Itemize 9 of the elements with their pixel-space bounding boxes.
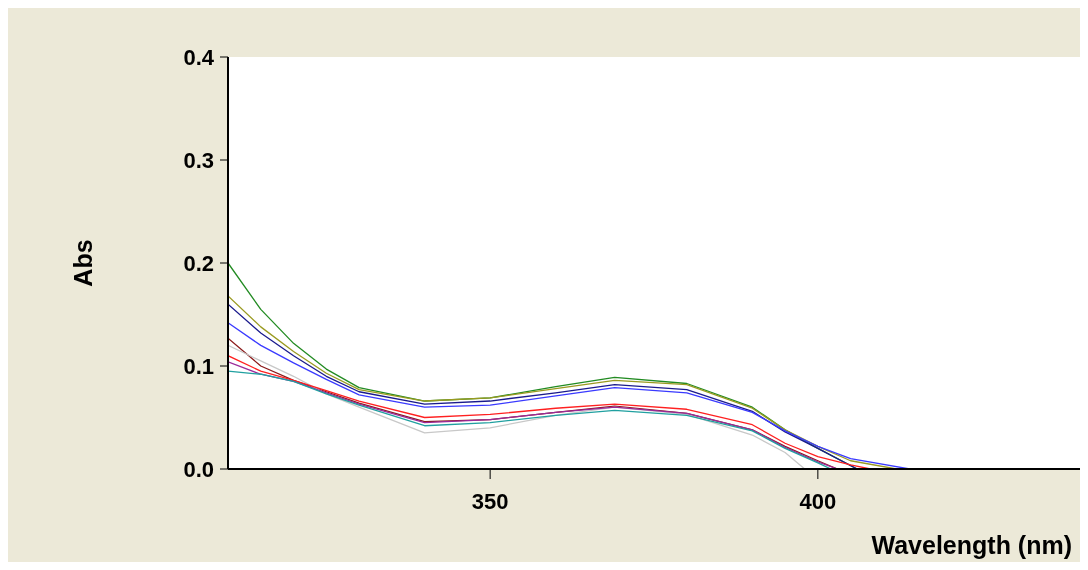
- y-tick-label: 0.1: [183, 353, 214, 379]
- y-tick-label: 0.4: [183, 44, 215, 70]
- x-tick-label: 400: [799, 488, 837, 514]
- x-tick-label: 350: [471, 488, 509, 514]
- x-axis-title: Wavelength (nm): [871, 531, 1072, 559]
- y-axis-title: Abs: [68, 239, 97, 287]
- y-tick-label: 0.3: [183, 147, 214, 173]
- y-tick-label: 0.0: [183, 456, 214, 482]
- y-tick-label: 0.2: [183, 250, 214, 276]
